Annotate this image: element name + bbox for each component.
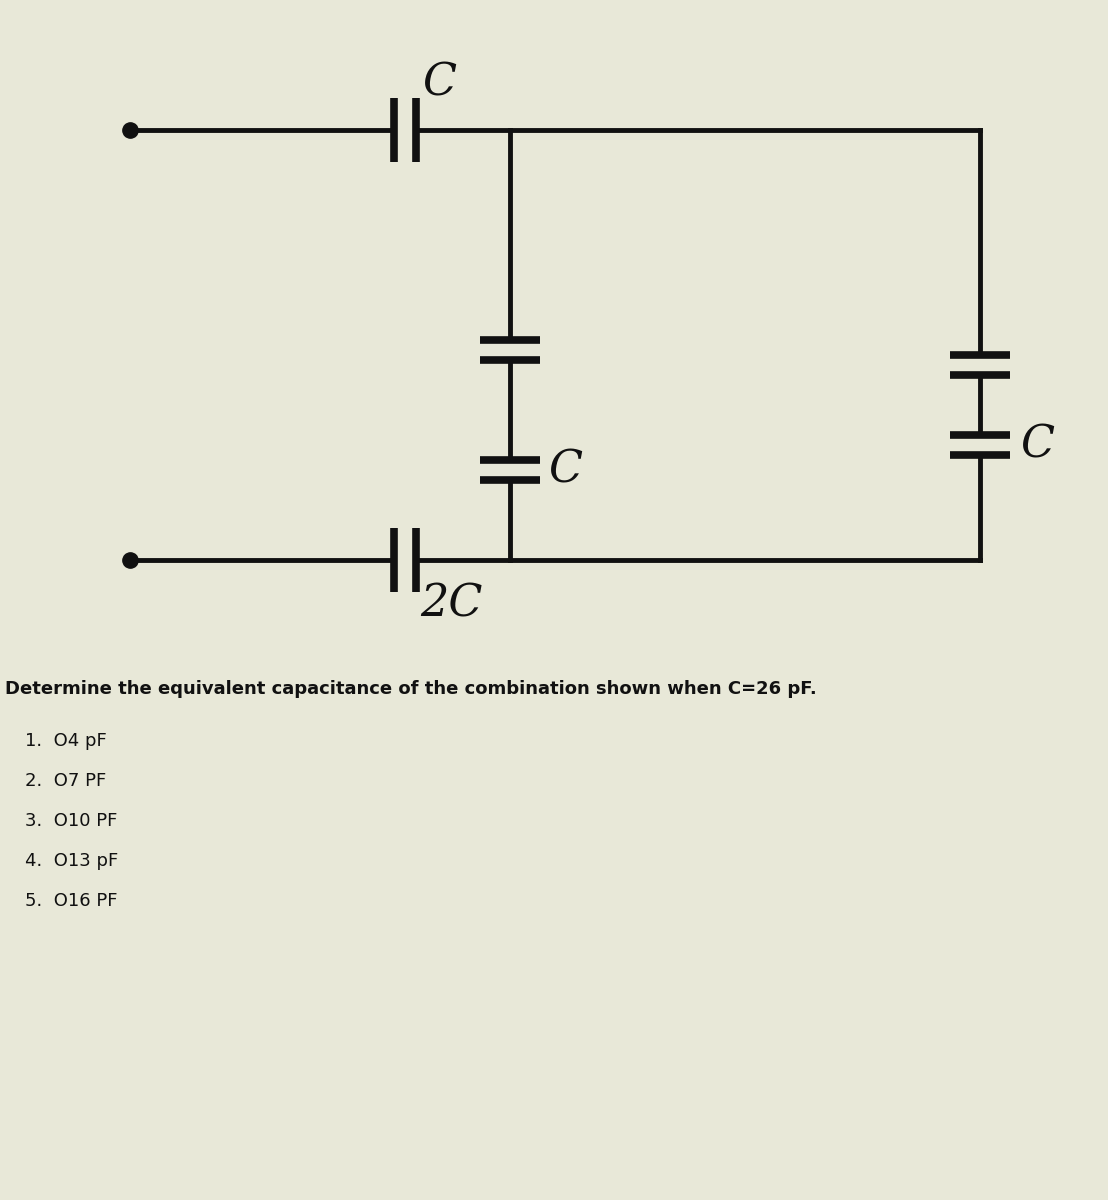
Text: C: C [422,62,456,104]
Text: C: C [548,449,582,492]
Text: 2.  O7 PF: 2. O7 PF [25,772,106,790]
Text: 4.  O13 pF: 4. O13 pF [25,852,119,870]
Text: 1.  O4 pF: 1. O4 pF [25,732,106,750]
Text: C: C [1020,424,1054,467]
Text: 2C: 2C [420,582,482,625]
Text: 5.  O16 PF: 5. O16 PF [25,892,117,910]
Text: 3.  O10 PF: 3. O10 PF [25,812,117,830]
Text: Determine the equivalent capacitance of the combination shown when C=26 pF.: Determine the equivalent capacitance of … [6,680,817,698]
